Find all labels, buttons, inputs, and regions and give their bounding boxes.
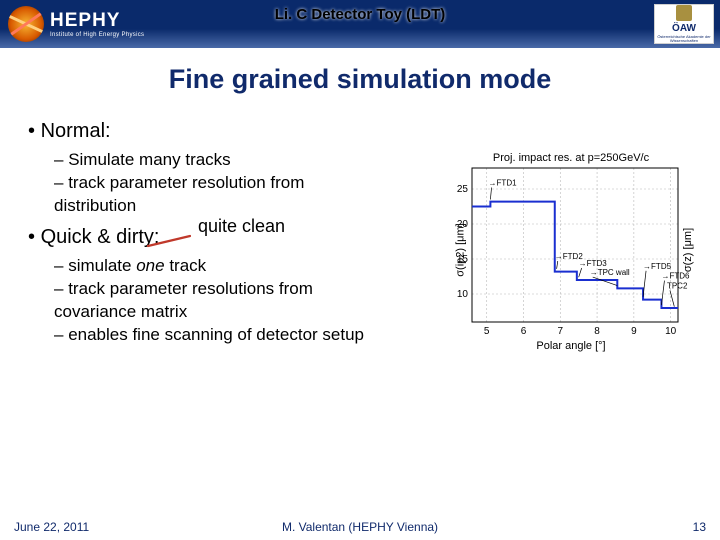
hephy-logo-subtext: Institute of High Energy Physics: [50, 32, 144, 38]
quick-sub-1: simulate one track: [54, 255, 384, 278]
svg-text:10: 10: [457, 289, 469, 300]
svg-text:8: 8: [594, 326, 600, 337]
bullet-normal: Normal:: [28, 120, 700, 143]
oaw-crest-icon: [676, 5, 692, 21]
footer-date: June 22, 2011: [14, 520, 89, 534]
svg-text:5: 5: [484, 326, 490, 337]
header-bar: HEPHY Institute of High Energy Physics L…: [0, 0, 720, 48]
header-title: Li. C Detector Toy (LDT): [275, 6, 446, 23]
svg-text:25: 25: [457, 184, 469, 195]
impact-res-chart: Proj. impact res. at p=250GeV/c σ(ip2) […: [438, 150, 704, 350]
hephy-logo-icon: [8, 6, 44, 42]
hephy-logo-text: HEPHY: [50, 11, 144, 30]
footer-page: 13: [693, 520, 706, 534]
svg-text:6: 6: [521, 326, 527, 337]
svg-text:→FTD1: →FTD1: [489, 179, 518, 188]
quick-sublist: simulate one track track parameter resol…: [54, 255, 384, 347]
svg-text:TPC2: TPC2: [667, 281, 688, 290]
quick-sub-3: enables fine scanning of detector setup: [54, 324, 384, 347]
hephy-logo: HEPHY Institute of High Energy Physics: [8, 4, 188, 44]
slide-title: Fine grained simulation mode: [0, 64, 720, 95]
svg-text:→FTD3: →FTD3: [579, 259, 608, 268]
svg-text:→TPC wall: →TPC wall: [590, 268, 630, 277]
chart-y-left-label: σ(ip2) [μm]: [455, 223, 467, 276]
svg-text:10: 10: [665, 326, 677, 337]
chart-y-right-label: σ(z) [μm]: [682, 228, 694, 272]
normal-sub-2: track parameter resolution from distribu…: [54, 172, 384, 218]
chart-plot: 567891010152025→FTD1→FTD2→FTD3→TPC wall→…: [438, 150, 704, 350]
quick-note: quite clean: [198, 216, 285, 237]
normal-sub-1: Simulate many tracks: [54, 149, 384, 172]
footer: June 22, 2011 M. Valentan (HEPHY Vienna)…: [0, 520, 720, 534]
footer-author: M. Valentan (HEPHY Vienna): [282, 520, 438, 534]
oaw-text: ÖAW: [672, 23, 696, 34]
svg-text:9: 9: [631, 326, 637, 337]
chart-x-label: Polar angle [°]: [536, 340, 605, 352]
oaw-logo: ÖAW Österreichische Akademie der Wissens…: [654, 4, 714, 44]
normal-sublist: Simulate many tracks track parameter res…: [54, 149, 384, 218]
chart-title: Proj. impact res. at p=250GeV/c: [493, 152, 649, 164]
svg-text:→FTD5: →FTD5: [643, 262, 672, 271]
oaw-subtext: Österreichische Akademie der Wissenschaf…: [655, 35, 713, 43]
svg-text:→FTD6: →FTD6: [661, 272, 690, 281]
svg-text:7: 7: [558, 326, 564, 337]
quick-sub-2: track parameter resolutions from covaria…: [54, 278, 384, 324]
